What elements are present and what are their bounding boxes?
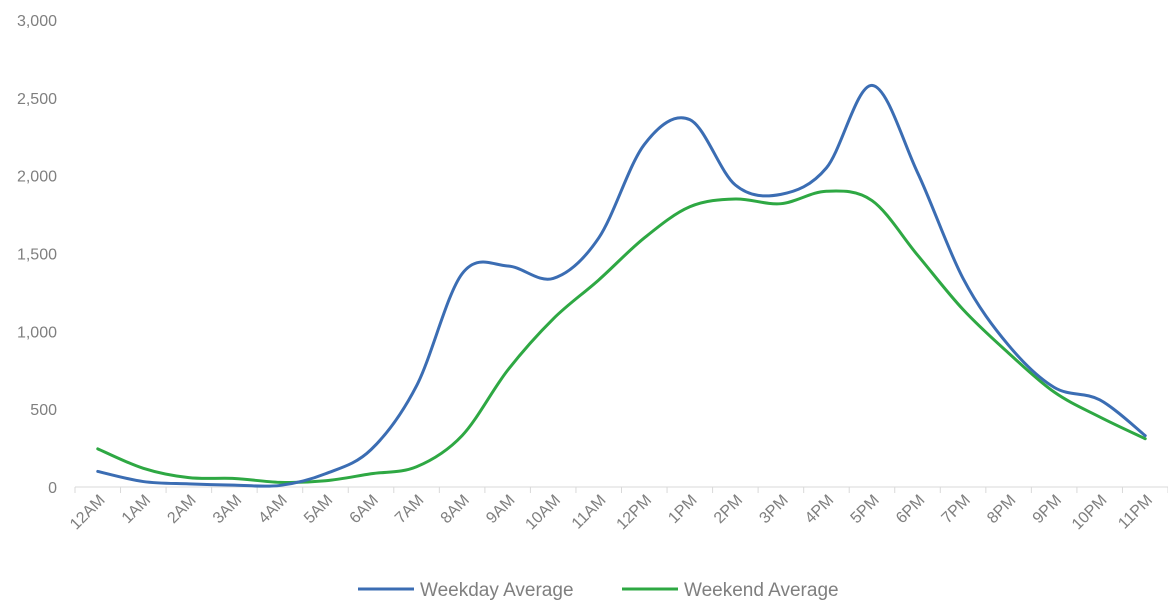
x-tick-label: 3AM: [210, 492, 245, 527]
y-tick-label: 2,000: [17, 169, 57, 186]
x-axis: 12AM 1AM 2AM 3AM 4AM 5AM 6AM 7AM 8AM 9AM 10AM 11AM 1…: [67, 487, 1168, 533]
x-tick-label: 5AM: [301, 492, 336, 527]
x-tick-label: 12AM: [67, 492, 109, 534]
series-line-weekend-average: [96, 189, 1147, 484]
y-tick-label: 1,000: [17, 324, 57, 341]
y-tick-label: 500: [30, 402, 57, 419]
y-axis: 0 500 1,000 1,500 2,000 2,500 3,000: [17, 13, 57, 497]
x-tick-label: 8PM: [984, 492, 1019, 527]
x-tick-label: 10PM: [1069, 492, 1111, 534]
series-line-weekday-average: [96, 83, 1147, 488]
x-tick-label: 5PM: [848, 492, 883, 527]
y-tick-label: 3,000: [17, 13, 57, 30]
legend-item: Weekend Average: [622, 580, 839, 601]
x-tick-label: 11AM: [569, 492, 610, 533]
x-tick-label: 7PM: [939, 492, 974, 527]
x-tick-label: 1PM: [665, 492, 700, 527]
x-tick-label: 2PM: [711, 492, 746, 527]
y-tick-label: 2,500: [17, 91, 57, 108]
x-tick-label: 9PM: [1030, 492, 1065, 527]
x-tick-label: 8AM: [438, 492, 473, 527]
legend-item: Weekday Average: [358, 580, 574, 601]
x-tick-label: 2AM: [164, 492, 199, 527]
x-tick-label: 6AM: [347, 492, 382, 527]
series-layer: [96, 83, 1147, 488]
y-tick-label: 1,500: [17, 247, 57, 264]
y-tick-label: 0: [48, 480, 57, 497]
legend-label: Weekend Average: [684, 580, 839, 601]
x-tick-label: 6PM: [893, 492, 928, 527]
legend-label: Weekday Average: [420, 580, 574, 601]
x-tick-label: 1AM: [119, 492, 154, 527]
x-tick-label: 7AM: [392, 492, 427, 527]
x-tick-label: 9AM: [483, 492, 518, 527]
x-tick-label: 11PM: [1115, 492, 1156, 533]
x-tick-label: 12PM: [614, 492, 656, 534]
x-tick-label: 10AM: [522, 492, 564, 534]
x-tick-label: 3PM: [756, 492, 791, 527]
x-tick-label: 4PM: [802, 492, 837, 527]
x-tick-label: 4AM: [255, 492, 290, 527]
legend: Weekday Average Weekend Average: [358, 580, 839, 601]
